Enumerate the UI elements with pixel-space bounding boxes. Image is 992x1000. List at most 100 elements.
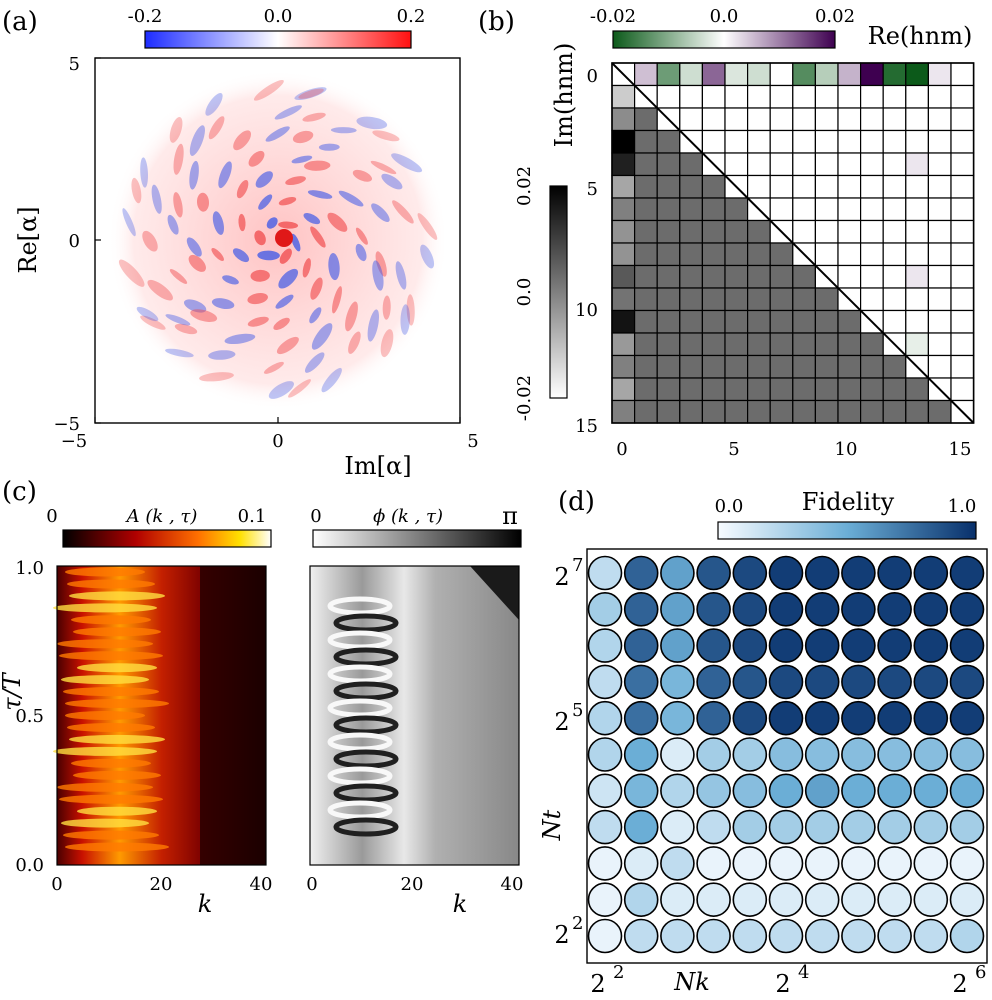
axes-a-ytick-0: 5 [69, 54, 80, 75]
matrix-cell-im [859, 399, 884, 424]
amplitude-fringe [57, 782, 153, 792]
matrix-cell-im [679, 287, 703, 312]
panel-c-label: (c) [2, 477, 37, 507]
amplitude-fringe [63, 687, 159, 697]
wigner-negative-lobe [167, 214, 179, 235]
wigner-negative-lobe [311, 323, 333, 350]
wigner-negative-lobe [355, 243, 367, 262]
amplitude-fringe [57, 639, 153, 649]
axes-d-ytick-0-base: 2 [554, 563, 569, 591]
amplitude-fringe [61, 675, 149, 685]
matrix-cell-im [633, 332, 658, 357]
matrix-cell-im [633, 219, 658, 244]
fidelity-point [623, 737, 659, 772]
wigner-positive-lobe [253, 79, 284, 101]
matrix-cell-im [746, 309, 771, 334]
phase-fringe [333, 715, 399, 735]
wigner-positive-lobe [190, 309, 218, 322]
fidelity-point [696, 628, 731, 663]
matrix-cell-im [769, 332, 794, 357]
fidelity-point [660, 591, 695, 627]
wigner-positive-lobe [169, 269, 188, 284]
panel-b-label: (b) [478, 7, 515, 37]
fidelity-point [660, 628, 695, 663]
matrix-cell-im [859, 377, 884, 402]
fidelity-point [841, 628, 876, 663]
fidelity-point [949, 591, 985, 627]
matrix-cell-re [905, 197, 929, 222]
matrix-cell-re [792, 197, 816, 222]
wigner-negative-lobe [321, 367, 342, 393]
fidelity-point [696, 809, 731, 845]
wigner-negative-lobe [165, 348, 194, 358]
matrix-cell-re [769, 197, 794, 222]
matrix-cell-im [769, 287, 794, 312]
matrix-cell-re [927, 174, 952, 199]
matrix-cell-im [656, 197, 681, 222]
panel-c: (c) A (k , τ) 0 0.1 ϕ (k , τ) 0 π 1.0 0.… [0, 477, 523, 918]
wigner-negative-lobe [122, 208, 136, 237]
matrix-cell-im [679, 242, 703, 267]
matrix-cell-re [814, 84, 839, 109]
matrix-cell-im [679, 354, 703, 379]
wigner-positive-lobe [276, 336, 299, 355]
phase-fringe [333, 647, 399, 667]
fidelity-point [804, 846, 840, 881]
matrix-cell-re [882, 174, 907, 199]
matrix-cell-im [633, 129, 658, 154]
matrix-cell-re [837, 129, 862, 154]
fidelity-point [587, 555, 623, 591]
matrix-cell-im [656, 309, 681, 334]
matrix-cell-im [769, 264, 794, 289]
matrix-cell-re [950, 219, 975, 244]
matrix-cell-re [882, 152, 907, 177]
fidelity-point [587, 591, 623, 627]
matrix-cell-re [837, 152, 862, 177]
matrix-cell-im [656, 242, 681, 267]
wigner-positive-lobe [173, 192, 183, 218]
matrix-cell-im [769, 399, 794, 424]
matrix-cell-re [905, 287, 929, 312]
fidelity-point [913, 555, 949, 591]
matrix-cell-im [746, 377, 771, 402]
matrix-cell-re [701, 62, 726, 87]
wigner-positive-lobe [375, 251, 387, 277]
wigner-center-peak [275, 229, 293, 247]
matrix-cell-re [859, 129, 884, 154]
wigner-positive-lobe [199, 372, 234, 382]
matrix-cell-im [724, 219, 749, 244]
matrix-cell-im [859, 332, 884, 357]
matrix-cell-im [633, 309, 658, 334]
matrix-cell-re [927, 309, 952, 334]
wigner-positive-lobe [147, 279, 173, 301]
matrix-cell-re [837, 107, 862, 132]
matrix-cell-im [656, 264, 681, 289]
wigner-negative-lobe [212, 211, 225, 235]
fidelity-point [623, 664, 659, 700]
fidelity-point [877, 555, 912, 591]
amplitude-fringe [73, 627, 161, 637]
fidelity-point [623, 555, 659, 591]
axes-c-amp-xtick-2: 40 [250, 874, 273, 895]
wigner-positive-lobe [140, 315, 166, 330]
axes-b-ytick-3: 15 [575, 416, 598, 437]
matrix-cell-re [882, 219, 907, 244]
matrix-cell-re [792, 152, 816, 177]
matrix-cell-re [814, 174, 839, 199]
fidelity-point [696, 737, 731, 772]
amplitude-fringe [59, 651, 163, 661]
wigner-negative-lobe [265, 126, 290, 142]
fidelity-point [696, 773, 731, 809]
wigner-negative-lobe [278, 268, 299, 289]
amplitude-bands [53, 566, 266, 865]
wigner-negative-lobe [303, 213, 321, 225]
matrix-cell-im [724, 399, 749, 424]
fidelity-point [732, 628, 768, 663]
colorbar-c-phase-tick-max: π [502, 502, 518, 530]
fidelity-point [732, 700, 768, 736]
matrix-cell-re [837, 62, 862, 87]
wigner-positive-lobe [370, 160, 397, 175]
matrix-cell-re [859, 197, 884, 222]
wigner-negative-lobe [266, 217, 278, 229]
axes-c-ylabel: τ/T [0, 671, 26, 710]
